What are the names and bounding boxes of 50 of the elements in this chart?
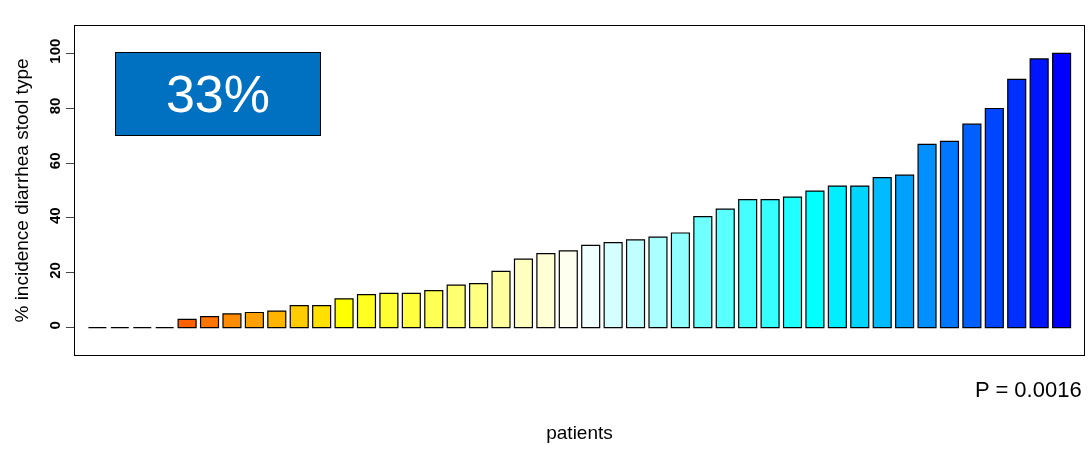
bar — [603, 241, 623, 329]
bar — [850, 185, 870, 329]
bar — [334, 298, 354, 329]
bar — [513, 258, 534, 329]
bar — [648, 236, 668, 329]
bar — [962, 123, 982, 329]
y-axis-title: % incidence diarrhea stool type — [10, 58, 32, 323]
bar — [738, 198, 758, 329]
bar — [581, 244, 601, 329]
bar — [356, 294, 377, 329]
bar — [312, 305, 332, 329]
bar — [872, 177, 892, 329]
bar — [782, 196, 803, 329]
bar — [401, 292, 421, 329]
bar — [715, 208, 735, 329]
bar — [267, 310, 287, 329]
bar — [491, 270, 511, 329]
bar — [536, 252, 556, 329]
bar — [984, 107, 1004, 329]
bar — [558, 250, 578, 329]
bar — [917, 143, 937, 329]
annotation: 33% — [165, 65, 271, 123]
bar — [1007, 78, 1027, 329]
text: P = 0.0016 — [975, 377, 1082, 402]
bar — [222, 313, 242, 329]
y-tick-label: 80 — [46, 97, 63, 115]
bar — [827, 185, 847, 329]
bar — [289, 305, 309, 329]
bar — [199, 316, 220, 329]
bar — [625, 239, 646, 329]
bar — [895, 174, 915, 329]
bar — [1052, 52, 1072, 329]
bar — [177, 318, 197, 329]
x-axis-title: patients — [546, 421, 613, 443]
bar — [805, 190, 825, 329]
bar — [424, 289, 444, 329]
bar — [1029, 58, 1049, 329]
y-tick-label: 60 — [46, 152, 63, 170]
y-tick-label: 20 — [46, 262, 63, 279]
bar — [939, 140, 960, 329]
bar — [670, 232, 690, 329]
y-tick-label: 100 — [46, 38, 63, 64]
bar — [693, 215, 713, 329]
bar — [379, 292, 399, 329]
bar — [760, 198, 780, 329]
bar — [469, 283, 489, 329]
bar — [244, 311, 264, 329]
y-tick-label: 0 — [46, 321, 63, 330]
bar — [446, 284, 466, 329]
y-tick-label: 40 — [46, 207, 63, 225]
